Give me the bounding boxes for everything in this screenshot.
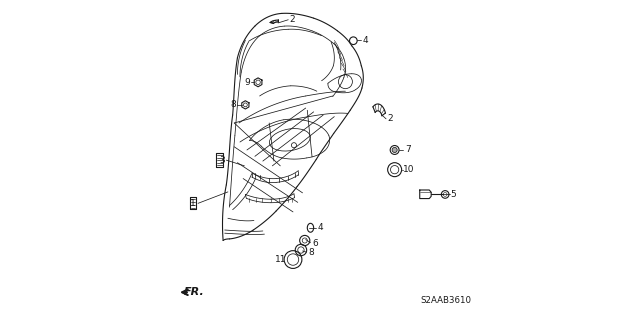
Text: 2: 2 (289, 15, 295, 24)
Text: 1: 1 (190, 199, 196, 208)
Circle shape (392, 147, 397, 152)
Text: 8: 8 (231, 100, 237, 109)
Text: 4: 4 (363, 36, 369, 45)
Text: 4: 4 (317, 223, 323, 232)
Text: 8: 8 (308, 248, 314, 257)
Text: FR.: FR. (184, 287, 205, 297)
Text: 11: 11 (275, 255, 286, 264)
Text: 3: 3 (220, 156, 225, 165)
Text: S2AAB3610: S2AAB3610 (420, 296, 471, 305)
Text: 6: 6 (312, 239, 318, 248)
Text: 2: 2 (387, 114, 393, 123)
Text: 5: 5 (451, 190, 456, 199)
Text: 7: 7 (404, 145, 410, 154)
Text: 9: 9 (244, 78, 250, 87)
Text: 10: 10 (403, 165, 414, 174)
